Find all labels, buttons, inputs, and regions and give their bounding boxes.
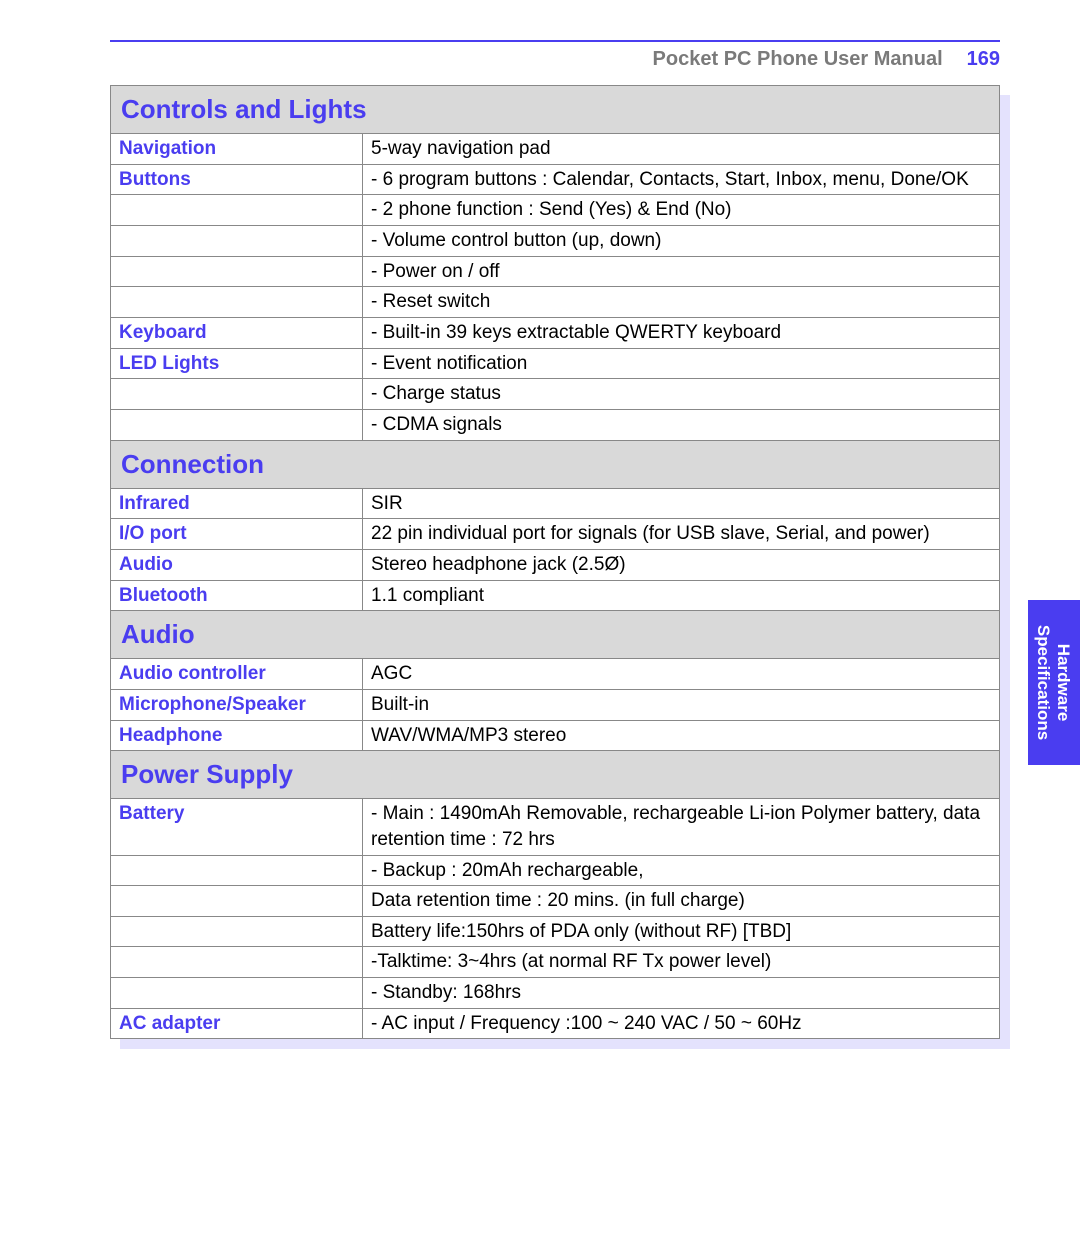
table-row: Battery life:150hrs of PDA only (without… <box>111 916 1000 947</box>
section-title: Connection <box>111 440 1000 488</box>
spec-value: Data retention time : 20 mins. (in full … <box>363 886 1000 917</box>
table-row: AC adapter- AC input / Frequency :100 ~ … <box>111 1008 1000 1039</box>
table-row: - CDMA signals <box>111 409 1000 440</box>
spec-label <box>111 886 363 917</box>
section-title: Controls and Lights <box>111 86 1000 134</box>
table-row: LED Lights- Event notification <box>111 348 1000 379</box>
spec-label: Headphone <box>111 720 363 751</box>
doc-title: Pocket PC Phone User Manual <box>653 48 943 71</box>
side-tab: Hardware Specifications <box>1028 600 1080 765</box>
table-row: - Backup : 20mAh rechargeable, <box>111 855 1000 886</box>
page-number: 169 <box>967 48 1000 71</box>
spec-label <box>111 855 363 886</box>
spec-value: 5-way navigation pad <box>363 134 1000 165</box>
spec-value: - Volume control button (up, down) <box>363 226 1000 257</box>
table-row: -Talktime: 3~4hrs (at normal RF Tx power… <box>111 947 1000 978</box>
header-rule <box>110 40 1000 42</box>
spec-value: - Power on / off <box>363 256 1000 287</box>
section-header: Connection <box>111 440 1000 488</box>
spec-label: Battery <box>111 799 363 855</box>
table-row: Microphone/SpeakerBuilt-in <box>111 689 1000 720</box>
spec-label: Buttons <box>111 164 363 195</box>
spec-value: - Reset switch <box>363 287 1000 318</box>
spec-label: Navigation <box>111 134 363 165</box>
page-header: Pocket PC Phone User Manual 169 <box>110 48 1000 71</box>
side-tab-line1: Hardware <box>1055 644 1074 721</box>
table-row: - Standby: 168hrs <box>111 978 1000 1009</box>
spec-label: AC adapter <box>111 1008 363 1039</box>
spec-label: Bluetooth <box>111 580 363 611</box>
spec-label <box>111 226 363 257</box>
section-header: Controls and Lights <box>111 86 1000 134</box>
spec-value: - AC input / Frequency :100 ~ 240 VAC / … <box>363 1008 1000 1039</box>
spec-value: Battery life:150hrs of PDA only (without… <box>363 916 1000 947</box>
table-row: Keyboard- Built-in 39 keys extractable Q… <box>111 317 1000 348</box>
spec-value: - Backup : 20mAh rechargeable, <box>363 855 1000 886</box>
table-row: Audio controllerAGC <box>111 659 1000 690</box>
spec-label <box>111 256 363 287</box>
spec-value: -Talktime: 3~4hrs (at normal RF Tx power… <box>363 947 1000 978</box>
table-row: - Power on / off <box>111 256 1000 287</box>
spec-value: AGC <box>363 659 1000 690</box>
side-tab-text: Hardware Specifications <box>1034 625 1073 740</box>
spec-label <box>111 916 363 947</box>
spec-label: I/O port <box>111 519 363 550</box>
spec-value: 22 pin individual port for signals (for … <box>363 519 1000 550</box>
section-header: Audio <box>111 611 1000 659</box>
spec-value: - Main : 1490mAh Removable, rechargeable… <box>363 799 1000 855</box>
section-title: Power Supply <box>111 751 1000 799</box>
side-tab-line2: Specifications <box>1035 625 1054 740</box>
section-header: Power Supply <box>111 751 1000 799</box>
manual-page: Pocket PC Phone User Manual 169 Controls… <box>0 0 1080 1259</box>
table-row: InfraredSIR <box>111 488 1000 519</box>
table-row: - Volume control button (up, down) <box>111 226 1000 257</box>
spec-value: - 6 program buttons : Calendar, Contacts… <box>363 164 1000 195</box>
table-row: - Charge status <box>111 379 1000 410</box>
spec-label <box>111 287 363 318</box>
spec-label <box>111 409 363 440</box>
table-row: I/O port22 pin individual port for signa… <box>111 519 1000 550</box>
spec-value: WAV/WMA/MP3 stereo <box>363 720 1000 751</box>
spec-table: Controls and Lights Navigation5-way navi… <box>110 85 1000 1039</box>
spec-value: - Event notification <box>363 348 1000 379</box>
table-row: - Reset switch <box>111 287 1000 318</box>
spec-value: Built-in <box>363 689 1000 720</box>
spec-label: Microphone/Speaker <box>111 689 363 720</box>
spec-label <box>111 379 363 410</box>
table-row: HeadphoneWAV/WMA/MP3 stereo <box>111 720 1000 751</box>
table-row: AudioStereo headphone jack (2.5Ø) <box>111 549 1000 580</box>
table-row: Buttons- 6 program buttons : Calendar, C… <box>111 164 1000 195</box>
section-title: Audio <box>111 611 1000 659</box>
table-row: Bluetooth1.1 compliant <box>111 580 1000 611</box>
spec-label: Keyboard <box>111 317 363 348</box>
spec-value: - Built-in 39 keys extractable QWERTY ke… <box>363 317 1000 348</box>
spec-value: - Charge status <box>363 379 1000 410</box>
spec-value: 1.1 compliant <box>363 580 1000 611</box>
spec-label <box>111 947 363 978</box>
spec-label: LED Lights <box>111 348 363 379</box>
table-row: Battery- Main : 1490mAh Removable, recha… <box>111 799 1000 855</box>
spec-value: SIR <box>363 488 1000 519</box>
table-row: Data retention time : 20 mins. (in full … <box>111 886 1000 917</box>
spec-label <box>111 978 363 1009</box>
spec-value: - CDMA signals <box>363 409 1000 440</box>
spec-table-wrap: Controls and Lights Navigation5-way navi… <box>110 85 1000 1039</box>
spec-label <box>111 195 363 226</box>
spec-label: Audio controller <box>111 659 363 690</box>
spec-label: Audio <box>111 549 363 580</box>
spec-value: - 2 phone function : Send (Yes) & End (N… <box>363 195 1000 226</box>
spec-value: Stereo headphone jack (2.5Ø) <box>363 549 1000 580</box>
table-row: Navigation5-way navigation pad <box>111 134 1000 165</box>
table-row: - 2 phone function : Send (Yes) & End (N… <box>111 195 1000 226</box>
spec-label: Infrared <box>111 488 363 519</box>
spec-value: - Standby: 168hrs <box>363 978 1000 1009</box>
